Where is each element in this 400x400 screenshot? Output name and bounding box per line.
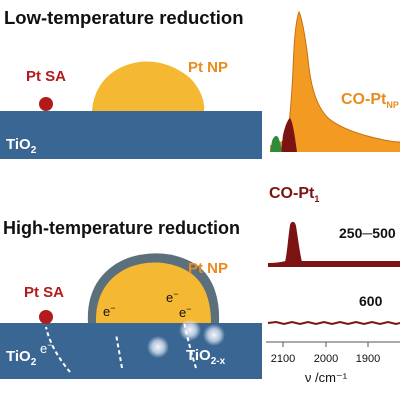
bottom-pt-nanoparticle bbox=[95, 262, 211, 323]
co-pt1-spectrum-line bbox=[267, 221, 400, 265]
x-tick-label-1900: 1900 bbox=[356, 353, 380, 365]
top-pt-sa-label: Pt SA bbox=[26, 68, 66, 85]
oxygen-vacancy-glow bbox=[203, 324, 225, 346]
bottom-pt-single-atom bbox=[39, 310, 53, 324]
bottom-support-left-label: TiO2 bbox=[6, 348, 37, 368]
bottom-support-right-label: TiO2-x bbox=[186, 347, 226, 367]
orange-co-ptnp-peak bbox=[270, 12, 400, 152]
x-tick-label-2000: 2000 bbox=[314, 353, 338, 365]
bottom-panel-title: High-temperature reduction bbox=[3, 218, 240, 238]
electron-label: e− bbox=[179, 304, 192, 320]
top-pt-nanoparticle bbox=[92, 61, 205, 111]
electron-label: e− bbox=[166, 289, 179, 305]
dark-red-co-pt1-peak bbox=[281, 118, 297, 152]
top-panel-title: Low-temperature reduction bbox=[4, 7, 244, 28]
temperature-label-250-500: 250─500 bbox=[339, 225, 396, 241]
top-support-label: TiO2 bbox=[6, 136, 37, 156]
temperature-label-600: 600 bbox=[359, 293, 383, 309]
electron-path-arrow bbox=[45, 326, 71, 373]
x-tick-label-2100: 2100 bbox=[271, 353, 295, 365]
top-pt-np-label: Pt NP bbox=[188, 59, 228, 76]
electron-path-arrow bbox=[115, 333, 123, 369]
electron-path-arrow bbox=[183, 321, 197, 369]
oxygen-vacancy-glow bbox=[179, 319, 201, 341]
bottom-pt-np-label: Pt NP bbox=[188, 260, 228, 277]
green-peak bbox=[270, 136, 282, 152]
electron-label: e− bbox=[103, 303, 116, 319]
co-pt1-label: CO-Pt1 bbox=[269, 185, 319, 204]
high-temp-spectrum-line bbox=[267, 320, 400, 326]
bottom-pt-sa-label: Pt SA bbox=[24, 284, 64, 301]
x-axis-label: ν /cm⁻¹ bbox=[305, 370, 348, 385]
co-ptnp-label: CO-PtNP bbox=[341, 91, 399, 110]
top-pt-single-atom bbox=[39, 97, 53, 111]
oxygen-vacancy-glow bbox=[147, 336, 169, 358]
top-support-slab bbox=[0, 111, 262, 159]
electron-label: e− bbox=[40, 340, 53, 356]
